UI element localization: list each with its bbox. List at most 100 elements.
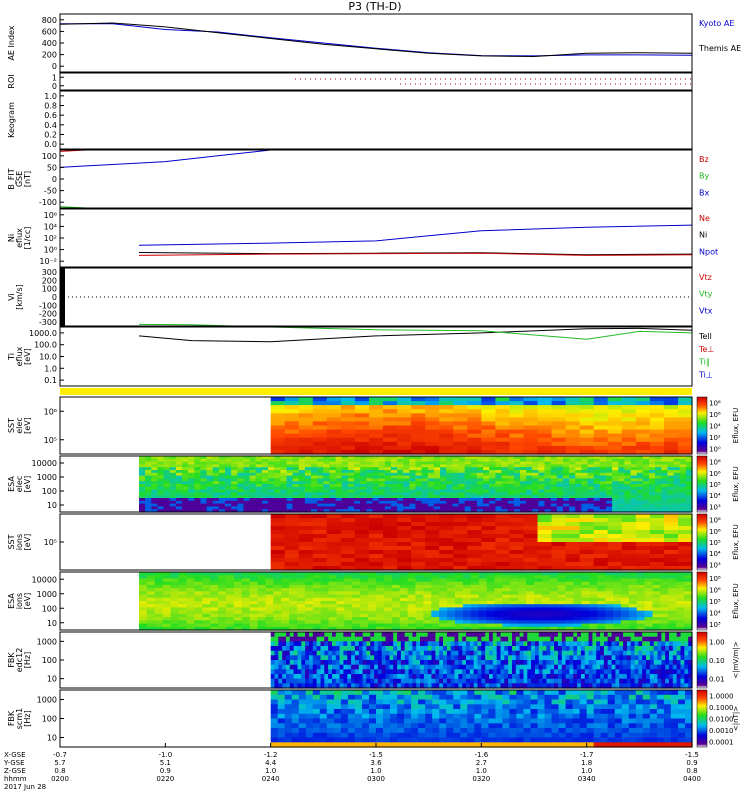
spectrogram-cell bbox=[470, 498, 478, 502]
spectrogram-cell bbox=[218, 578, 227, 583]
spectrogram-cell bbox=[557, 660, 563, 666]
spectrogram-cell bbox=[606, 486, 613, 491]
spectrogram-cell bbox=[504, 664, 509, 670]
spectrogram-cell bbox=[411, 445, 426, 451]
spectrogram-cell bbox=[483, 500, 490, 505]
spectrogram-cell bbox=[649, 514, 665, 519]
spectrogram-cell bbox=[170, 617, 180, 621]
spectrogram-cell bbox=[685, 498, 693, 502]
spectrogram-cell bbox=[431, 601, 440, 605]
spectrogram-cell bbox=[433, 486, 441, 491]
spectrogram-cell bbox=[557, 572, 567, 576]
spectrogram-cell bbox=[407, 617, 417, 621]
spectrogram-cell bbox=[416, 655, 421, 661]
spectrogram-cell bbox=[464, 495, 472, 499]
spectrogram-cell bbox=[233, 594, 243, 599]
spectrogram-cell bbox=[411, 409, 426, 414]
spectrogram-cell bbox=[612, 478, 619, 482]
spectrogram-cell bbox=[620, 584, 630, 589]
spectrogram-cell bbox=[415, 464, 423, 468]
spectrogram-cell bbox=[360, 610, 369, 615]
spectrogram-cell bbox=[676, 620, 685, 625]
spectrogram-cell bbox=[476, 461, 484, 465]
spectrogram-cell bbox=[354, 449, 370, 455]
spectrogram-cell bbox=[452, 500, 460, 505]
spectrogram-cell bbox=[323, 500, 330, 505]
spectrogram-cell bbox=[575, 492, 582, 496]
spectrogram-cell bbox=[606, 506, 613, 510]
spectrogram-cell bbox=[378, 500, 386, 505]
spectrogram-cell bbox=[399, 601, 409, 605]
spectrogram-cell bbox=[502, 575, 511, 579]
spectrogram-cell bbox=[249, 610, 259, 615]
spectrogram-cell bbox=[673, 456, 681, 460]
spectrogram-cell bbox=[397, 472, 404, 477]
spectrogram-cell bbox=[593, 456, 601, 460]
spectrogram-cell bbox=[549, 578, 559, 583]
spectrogram-cell bbox=[169, 470, 177, 474]
spectrogram-cell bbox=[210, 610, 219, 615]
spectrogram-cell bbox=[218, 489, 226, 493]
spectrogram-cell bbox=[416, 664, 421, 670]
spectrogram-cell bbox=[509, 433, 524, 439]
spectrogram-cell bbox=[182, 503, 189, 507]
spectrogram-cell bbox=[340, 530, 356, 535]
spectrogram-cell bbox=[685, 489, 693, 493]
spectrogram-cell bbox=[581, 472, 589, 477]
spectrogram-cell bbox=[427, 461, 435, 465]
spectrogram-cell bbox=[397, 546, 412, 551]
spectrogram-cell bbox=[569, 484, 576, 488]
spectrogram-cell bbox=[175, 458, 183, 463]
spectrogram-cell bbox=[518, 594, 527, 599]
spectrogram-cell bbox=[537, 425, 553, 431]
spectrogram-cell bbox=[447, 620, 456, 625]
spectrogram-cell bbox=[212, 470, 220, 474]
spectrogram-cell bbox=[383, 413, 398, 418]
spectrogram-cell bbox=[538, 646, 544, 652]
spectrogram-cell bbox=[320, 683, 325, 689]
spectrogram-cell bbox=[366, 484, 373, 488]
spectrogram-cell bbox=[282, 674, 287, 680]
spectrogram-cell bbox=[225, 458, 232, 463]
spectrogram-cell bbox=[423, 664, 429, 670]
spectrogram-cell bbox=[565, 566, 581, 571]
spectrogram-cell bbox=[286, 500, 294, 505]
spectrogram-cell bbox=[145, 461, 152, 465]
spectrogram-cell bbox=[470, 503, 478, 507]
spectrogram-cell bbox=[261, 464, 269, 468]
spectrogram-cell bbox=[431, 617, 440, 621]
spectrogram-cell bbox=[194, 610, 203, 615]
spectrogram-cell bbox=[573, 632, 578, 638]
spectrogram-cell bbox=[324, 655, 329, 661]
spectrogram-cell bbox=[412, 646, 417, 652]
spectrogram-cell bbox=[399, 578, 409, 583]
spectrogram-cell bbox=[231, 503, 238, 507]
spectrogram-cell bbox=[255, 478, 263, 482]
spectrogram-cell bbox=[265, 613, 274, 618]
spectrogram-cell bbox=[311, 506, 318, 510]
spectrogram-cell bbox=[366, 478, 373, 482]
spectrogram-cell bbox=[354, 534, 370, 539]
spectrogram-cell bbox=[458, 655, 463, 661]
spectrogram-cell bbox=[241, 613, 251, 618]
spectrogram-cell bbox=[385, 683, 390, 689]
spectrogram-cell bbox=[178, 626, 187, 631]
spectrogram-cell bbox=[257, 620, 266, 625]
spectrogram-cell bbox=[351, 669, 356, 675]
spectrogram-cell bbox=[495, 489, 503, 493]
spectrogram-cell bbox=[326, 405, 342, 410]
spectrogram-cell bbox=[447, 591, 456, 596]
spectrogram-cell bbox=[241, 584, 251, 589]
spectrogram-cell bbox=[397, 409, 412, 414]
spectrogram-cell bbox=[335, 646, 341, 652]
spectrogram-cell bbox=[317, 467, 324, 471]
spectrogram-cell bbox=[557, 581, 567, 586]
spectrogram-cell bbox=[593, 401, 609, 406]
spectrogram-cell bbox=[535, 660, 540, 666]
spectrogram-cell bbox=[415, 623, 424, 628]
spectrogram-cell bbox=[194, 464, 201, 468]
spectrogram-cell bbox=[557, 623, 567, 628]
spectrogram-cell bbox=[588, 632, 593, 638]
spectrogram-cell bbox=[636, 597, 646, 602]
spectrogram-cell bbox=[409, 464, 417, 468]
